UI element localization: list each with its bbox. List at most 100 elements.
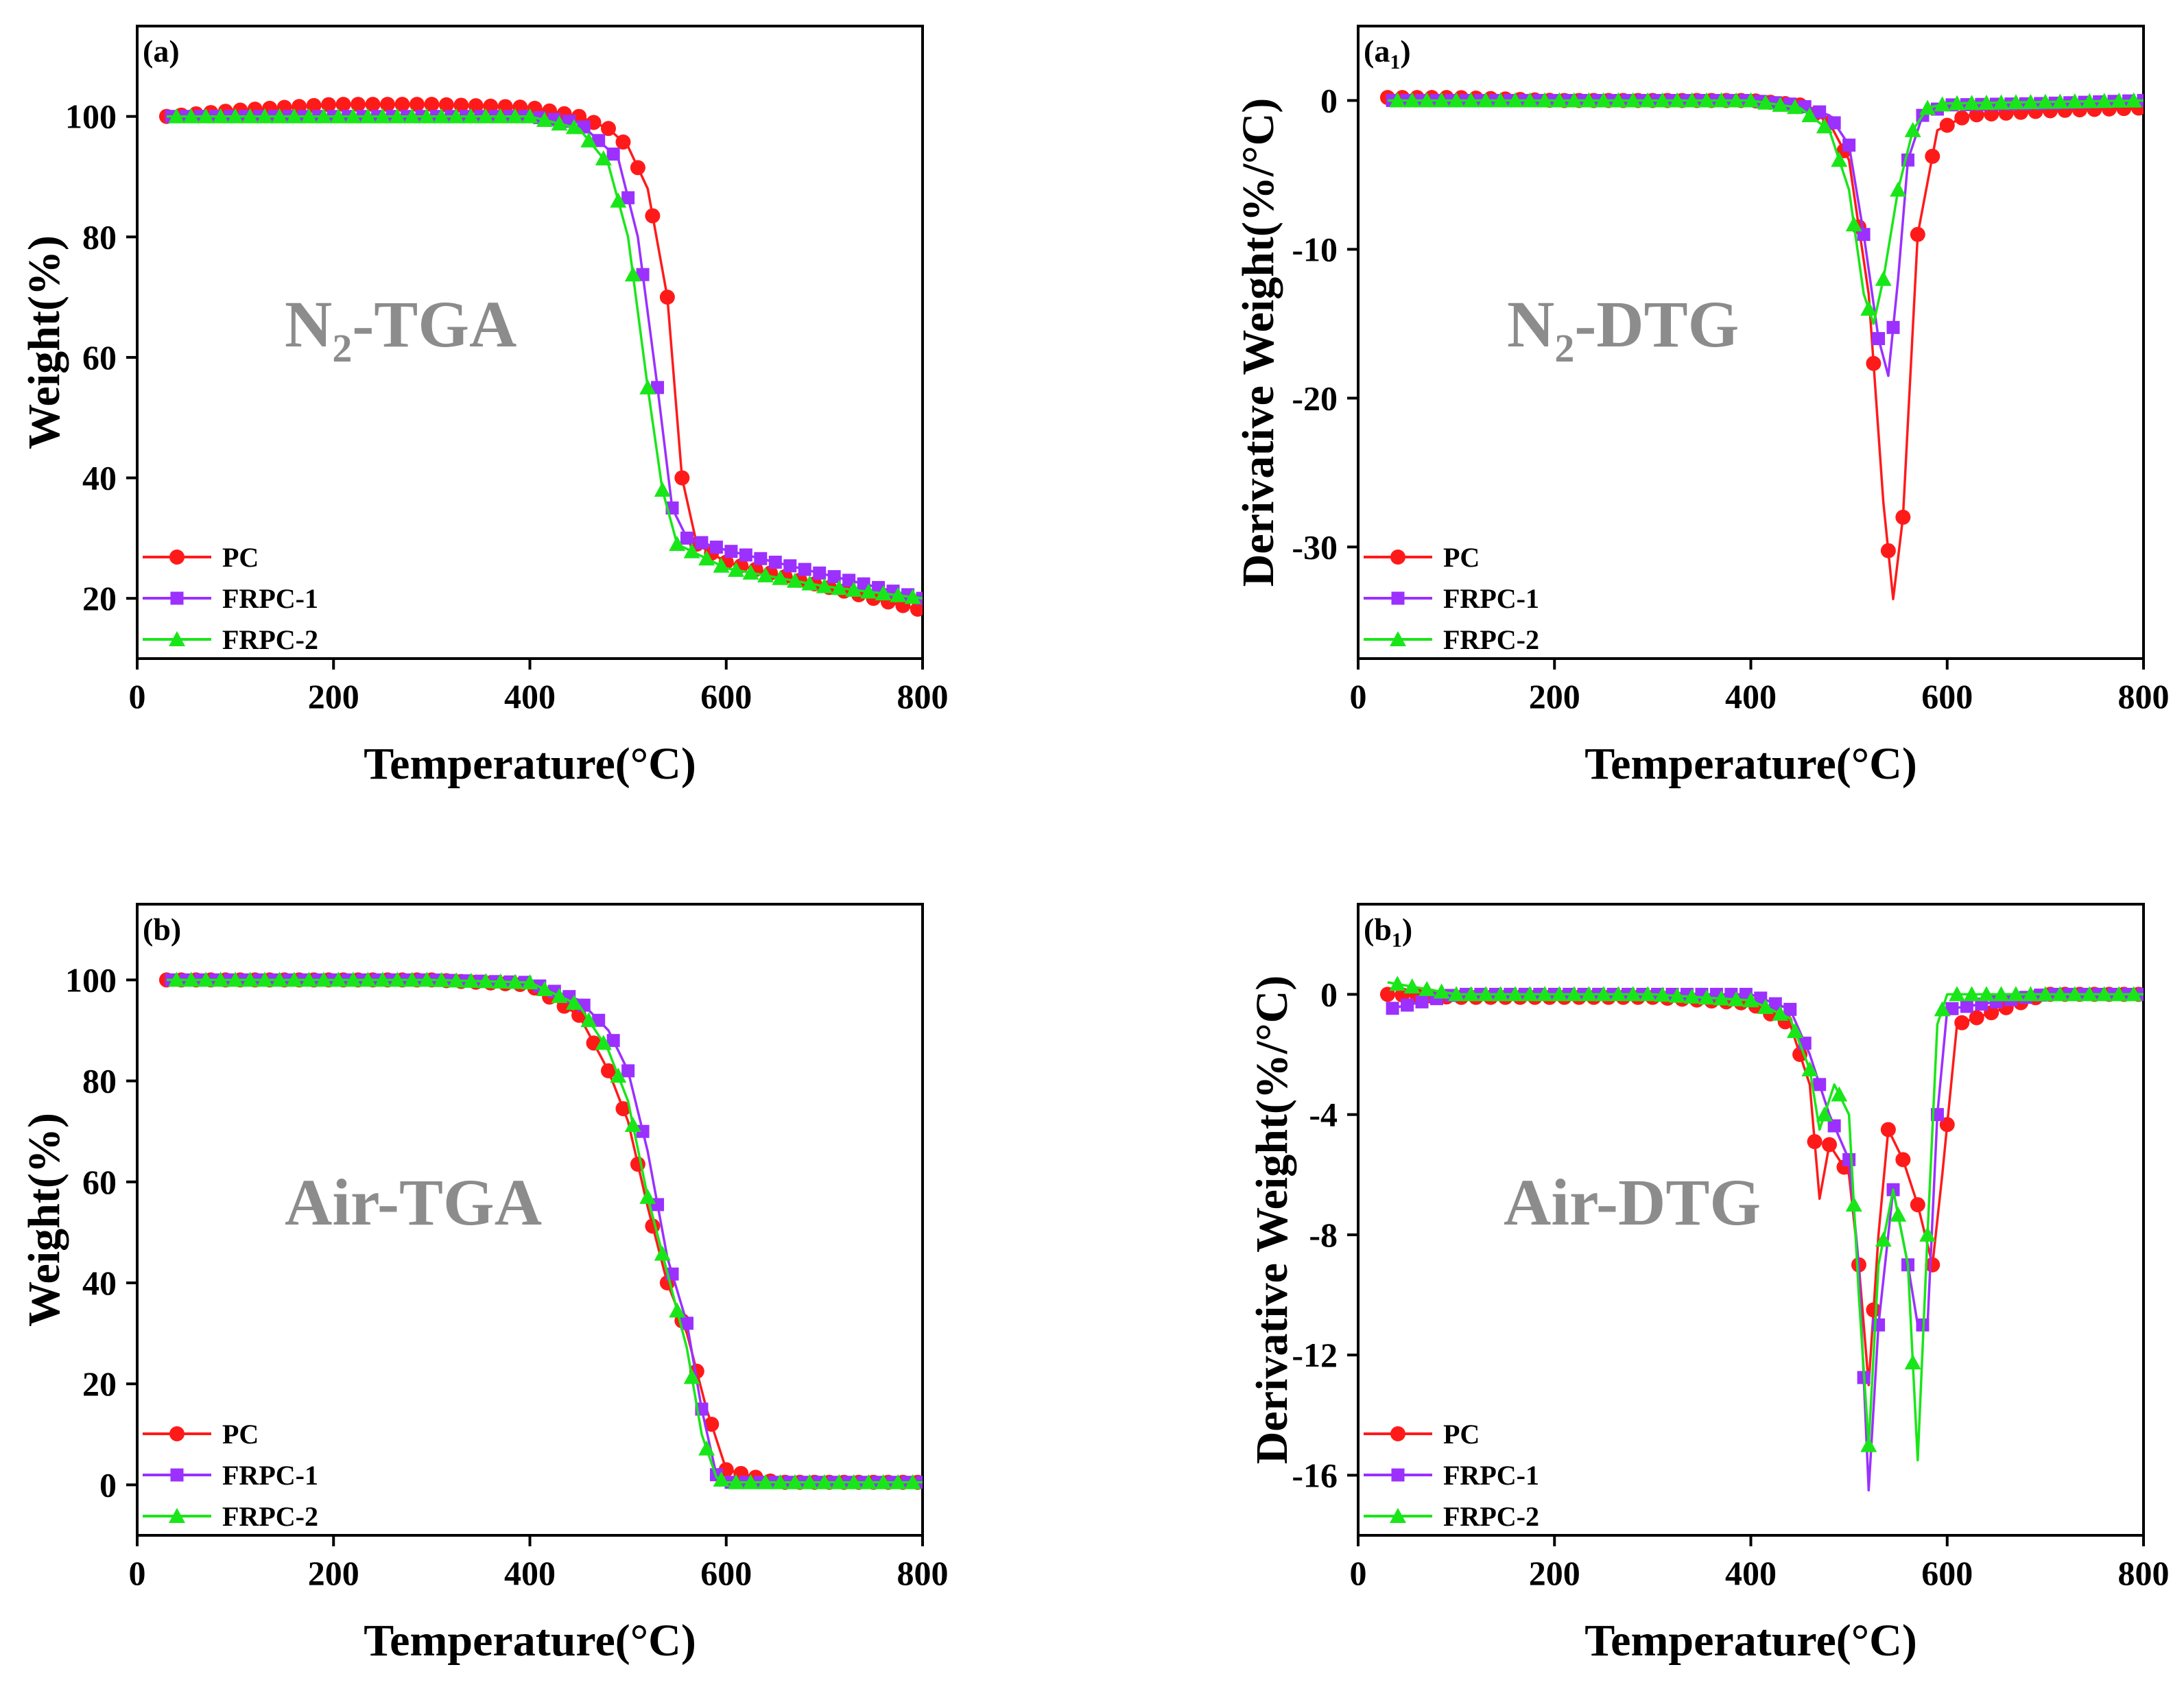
data-point	[1757, 999, 1774, 1015]
data-point	[198, 108, 215, 123]
data-point	[1536, 986, 1553, 1002]
data-point	[680, 531, 693, 545]
data-point	[551, 115, 568, 131]
data-point	[453, 97, 469, 113]
data-point	[1934, 1001, 1951, 1017]
data-point	[645, 208, 661, 224]
series-line	[166, 103, 923, 612]
data-point	[1713, 990, 1730, 1006]
data-point	[910, 601, 923, 617]
panel-1: 0 200 400 600 800 20 40 60 80 100 Temperature(°C) W…	[19, 25, 949, 789]
series-line	[1387, 99, 2144, 377]
data-point	[1831, 1086, 1848, 1102]
data-point	[330, 108, 347, 123]
x-tick-label: 200	[308, 1554, 359, 1592]
data-point	[890, 1474, 907, 1489]
series-FRPC-2	[166, 971, 923, 1489]
x-tick-label: 0	[129, 677, 146, 716]
legend-label: PC	[1443, 1419, 1480, 1450]
data-point	[306, 97, 322, 113]
data-point	[2022, 986, 2039, 1002]
data-point	[1551, 92, 1568, 108]
data-point	[241, 971, 259, 987]
data-point	[2007, 94, 2024, 110]
data-point	[875, 585, 892, 601]
data-point	[1827, 116, 1841, 130]
series-line	[166, 978, 923, 1484]
legend-marker	[170, 591, 184, 605]
data-point	[606, 1034, 620, 1048]
series-FRPC-1	[165, 110, 923, 605]
data-point	[1401, 998, 1414, 1012]
data-point	[1786, 99, 1803, 115]
legend-marker	[1391, 591, 1405, 605]
data-point	[768, 556, 782, 569]
x-tick-label: 200	[308, 677, 359, 716]
data-point	[1415, 995, 1429, 1008]
data-point	[624, 266, 641, 282]
data-point	[630, 160, 645, 176]
series-line	[1387, 993, 2144, 1492]
data-point	[1521, 92, 1539, 108]
data-point	[1910, 1197, 1925, 1213]
legend-item: FRPC-1	[1364, 1460, 1539, 1491]
data-point	[651, 381, 665, 394]
data-point	[1683, 988, 1700, 1004]
data-point	[1904, 1354, 1921, 1370]
data-point	[168, 108, 185, 123]
data-point	[2037, 986, 2054, 1002]
series-line	[166, 978, 923, 1484]
data-point	[1880, 543, 1896, 558]
data-point	[1813, 1078, 1827, 1091]
data-point	[359, 108, 377, 123]
data-point	[1842, 1153, 1856, 1166]
data-point	[610, 1067, 627, 1083]
x-tick-label: 200	[1529, 677, 1580, 716]
data-point	[1624, 92, 1641, 108]
x-tick-label: 800	[897, 1554, 949, 1592]
data-point	[592, 134, 606, 147]
x-tick-label: 600	[700, 677, 752, 716]
legend: PC FRPC-1 FRPC-2	[143, 1419, 318, 1532]
panel-label: (a)	[143, 34, 180, 69]
data-point	[438, 97, 454, 113]
y-tick-label: -8	[1309, 1216, 1338, 1254]
data-point	[754, 552, 768, 565]
data-point	[683, 543, 700, 558]
series-PC	[158, 972, 923, 1490]
data-point	[709, 541, 723, 554]
data-point	[1742, 992, 1759, 1008]
y-tick-label: 0	[1320, 81, 1338, 119]
data-point	[1772, 96, 1789, 112]
data-point	[698, 550, 715, 566]
data-point	[615, 134, 631, 150]
data-point	[1580, 92, 1598, 108]
data-point	[536, 981, 553, 997]
legend-marker	[169, 550, 185, 565]
data-point	[783, 559, 797, 573]
data-point	[1807, 1134, 1823, 1150]
series-line	[166, 115, 923, 600]
legend-label: PC	[1443, 542, 1480, 573]
data-point	[1728, 92, 1745, 108]
watermark-title: Air-DTG	[1504, 1166, 1761, 1239]
data-point	[1919, 1226, 1936, 1242]
data-point	[403, 108, 420, 123]
series-line	[166, 978, 923, 1484]
data-point	[365, 97, 381, 113]
data-point	[1462, 92, 1480, 108]
data-point	[595, 1035, 612, 1050]
data-point	[1925, 148, 1940, 164]
data-point	[1963, 986, 1980, 1002]
data-point	[816, 1474, 833, 1489]
data-point	[1565, 92, 1582, 108]
series-line	[1387, 981, 2144, 1462]
data-point	[860, 583, 877, 599]
data-point	[601, 121, 616, 137]
data-point	[1403, 92, 1421, 108]
data-point	[409, 97, 425, 113]
data-point	[1880, 1122, 1896, 1137]
data-point	[389, 108, 406, 123]
data-point	[1845, 216, 1862, 232]
y-axis-title: Derivative Weight(%/°C)	[1233, 98, 1283, 587]
